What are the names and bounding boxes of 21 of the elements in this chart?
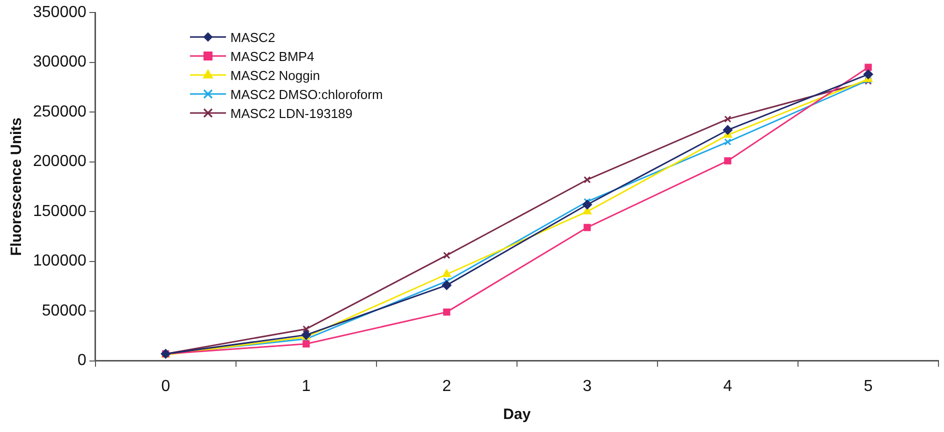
y-tick-label: 50000 — [42, 302, 86, 320]
y-tick-label: 150000 — [33, 202, 86, 220]
x-tick-label: 2 — [442, 378, 452, 395]
x-axis-title: Day — [503, 406, 532, 424]
y-tick-label: 100000 — [33, 252, 86, 270]
y-tick-label: 300000 — [33, 54, 86, 71]
y-tick-label: 350000 — [33, 4, 86, 22]
legend-label: MASC2 Noggin — [230, 68, 320, 83]
y-tick-label: 0 — [77, 352, 86, 370]
y-axis-title: Fluorescence Units — [8, 118, 26, 256]
x-tick-label: 3 — [582, 378, 592, 395]
x-tick-label: 0 — [161, 378, 170, 395]
legend-label: MASC2 BMP4 — [230, 48, 314, 64]
legend-label: MASC2 DMSO:chloroform — [230, 86, 383, 102]
x-tick-label: 4 — [723, 378, 732, 395]
legend-label: MASC2 LDN-193189 — [230, 106, 353, 121]
y-tick-label: 200000 — [33, 153, 86, 170]
y-tick-label: 250000 — [33, 103, 86, 120]
x-tick-label: 1 — [302, 378, 311, 395]
legend-label: MASC2 — [230, 30, 276, 45]
x-tick-label: 5 — [864, 378, 873, 395]
